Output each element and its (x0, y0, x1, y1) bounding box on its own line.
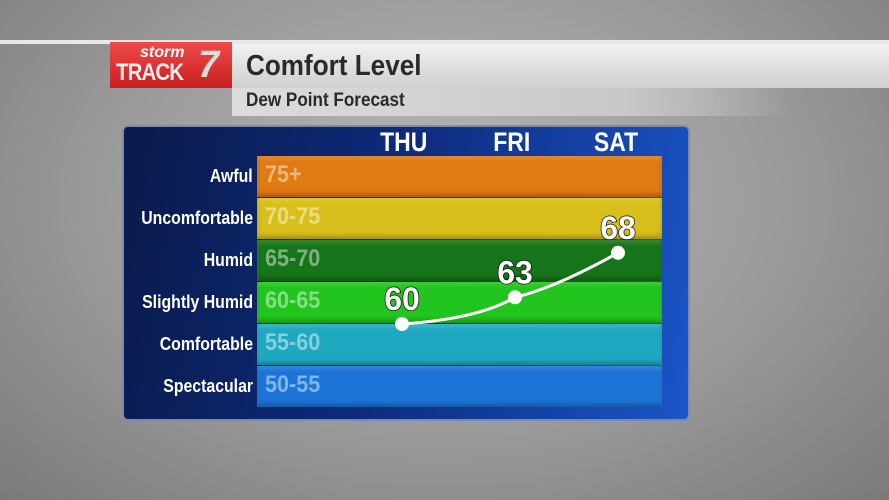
day-label-thu: THU (380, 127, 428, 157)
category-label: Awful (210, 166, 253, 186)
category-label: Slightly Humid (142, 292, 253, 312)
logo-text: storm (140, 44, 185, 61)
band-range-label: 60-65 (265, 287, 321, 314)
band-range-label: 65-70 (265, 245, 321, 272)
storm-track-7-logo: storm TRACK 7 (110, 42, 232, 88)
logo-text: 7 (198, 44, 220, 86)
data-label-fri: 63 (497, 254, 533, 290)
header-stripe (0, 40, 889, 44)
band-comfortable: 55-60 (257, 324, 662, 365)
data-label-thu: 60 (384, 281, 420, 317)
data-point-fri (508, 290, 522, 305)
day-label-sat: SAT (593, 127, 639, 157)
band-range-label: 75+ (265, 161, 302, 188)
band-humid: 65-70 (257, 240, 662, 281)
data-label-sat: 68 (600, 210, 636, 246)
category-label: Comfortable (159, 334, 253, 354)
data-point-thu (395, 317, 409, 331)
band-awful: 75+ (257, 156, 662, 197)
band-spectacular: 50-55 (257, 366, 662, 407)
page-subtitle: Dew Point Forecast (246, 90, 405, 111)
category-label: Spectacular (163, 376, 253, 396)
day-label-fri: FRI (493, 127, 531, 157)
category-label: Uncomfortable (141, 208, 253, 228)
logo-text: TRACK (116, 59, 184, 86)
category-label: Humid (203, 250, 253, 270)
band-range-label: 70-75 (265, 203, 321, 230)
data-point-sat (611, 245, 625, 260)
band-range-label: 55-60 (265, 329, 321, 356)
band-uncomfortable: 70-75 (257, 198, 662, 239)
band-range-label: 50-55 (265, 371, 321, 398)
title-bar (232, 44, 889, 88)
page-title: Comfort Level (246, 50, 422, 82)
subtitle-bar (232, 88, 792, 116)
